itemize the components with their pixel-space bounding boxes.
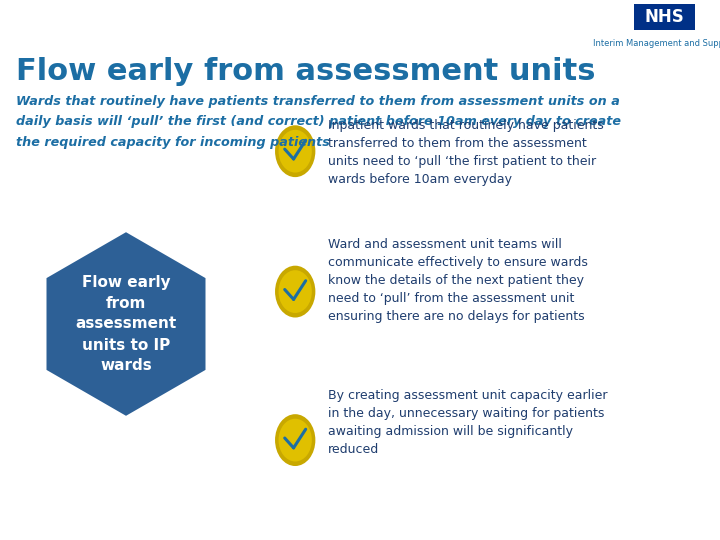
Text: Flow early from assessment units: Flow early from assessment units xyxy=(16,57,595,86)
FancyBboxPatch shape xyxy=(634,4,695,30)
Text: Wards that routinely have patients transferred to them from assessment units on : Wards that routinely have patients trans… xyxy=(16,94,620,107)
Text: Inpatient wards that routinely have patients
transferred to them from the assess: Inpatient wards that routinely have pati… xyxy=(328,119,603,186)
Ellipse shape xyxy=(279,418,312,462)
Text: NHS: NHS xyxy=(644,8,684,26)
Text: Ward and assessment unit teams will
communicate effectively to ensure wards
know: Ward and assessment unit teams will comm… xyxy=(328,238,588,322)
Text: By creating assessment unit capacity earlier
in the day, unnecessary waiting for: By creating assessment unit capacity ear… xyxy=(328,389,607,456)
Text: Interim Management and Support: Interim Management and Support xyxy=(593,39,720,48)
Ellipse shape xyxy=(279,270,312,313)
Ellipse shape xyxy=(279,130,312,173)
Text: daily basis will ‘pull’ the first (and correct) patient before 10am every day to: daily basis will ‘pull’ the first (and c… xyxy=(16,115,621,128)
Text: Flow early
from
assessment
units to IP
wards: Flow early from assessment units to IP w… xyxy=(76,274,176,374)
Ellipse shape xyxy=(275,414,315,466)
Ellipse shape xyxy=(275,266,315,318)
Polygon shape xyxy=(47,232,205,416)
Text: the required capacity for incoming patients: the required capacity for incoming patie… xyxy=(16,136,330,148)
Ellipse shape xyxy=(275,125,315,177)
